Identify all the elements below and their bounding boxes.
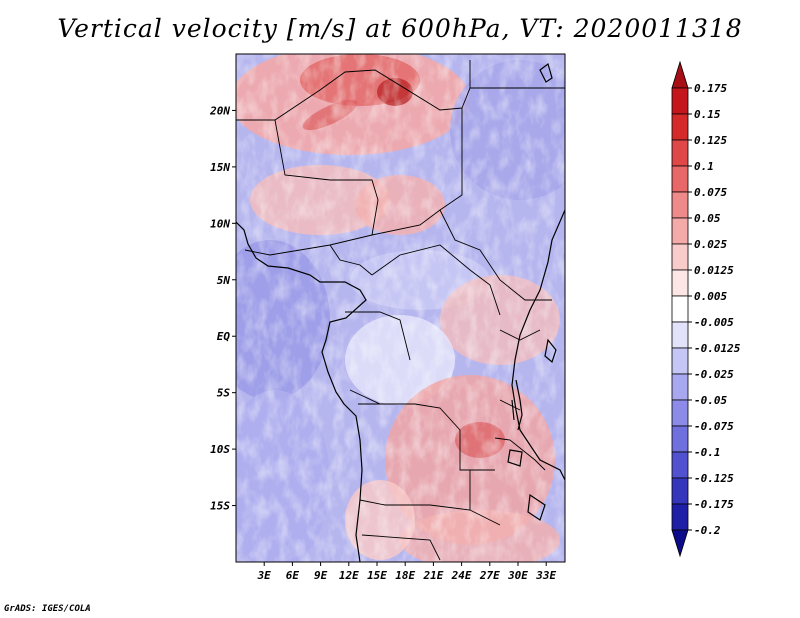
lon-label: 24E xyxy=(451,569,472,582)
colorbar-swatch xyxy=(671,295,689,323)
lon-label: 3E xyxy=(257,569,272,582)
colorbar-label: 0.125 xyxy=(694,134,727,147)
lon-label: 9E xyxy=(314,569,328,582)
colorbar: 0.175 0.15 0.125 0.1 0.075 0.05 0.025 0.0125 0.0… xyxy=(671,60,741,558)
colorbar-label: -0.005 xyxy=(694,316,734,329)
colorbar-swatch xyxy=(671,191,689,219)
velocity-field xyxy=(236,54,565,562)
longitude-labels: 3E 6E 9E 12E 15E 18E 21E 24E 27E 30E 33E xyxy=(257,562,557,582)
colorbar-swatch xyxy=(671,529,689,558)
colorbar-swatch xyxy=(671,113,689,141)
lon-label: 15E xyxy=(367,569,387,582)
coastlines xyxy=(236,62,565,562)
colorbar-label: 0.175 xyxy=(694,82,727,95)
colorbar-swatch xyxy=(671,243,689,271)
lon-label: 27E xyxy=(479,569,500,582)
colorbar-label: 0.1 xyxy=(694,160,714,173)
colorbar-swatch xyxy=(671,139,689,167)
lat-label: 5N xyxy=(217,274,231,287)
colorbar-swatch xyxy=(671,321,689,349)
colorbar-label: 0.025 xyxy=(694,238,727,251)
lon-label: 21E xyxy=(422,569,443,582)
colorbar-label: 0.005 xyxy=(694,290,727,303)
lat-label: 20N xyxy=(209,104,230,117)
lat-label: 5S xyxy=(217,387,231,400)
colorbar-label: 0.15 xyxy=(694,108,721,121)
lat-label: 15S xyxy=(210,500,230,513)
lat-label: EQ xyxy=(217,330,231,343)
map-title: Vertical velocity [m/s] at 600hPa, VT: 2… xyxy=(57,14,743,43)
colorbar-swatch xyxy=(671,165,689,193)
lon-label: 18E xyxy=(395,569,415,582)
colorbar-swatch xyxy=(671,217,689,245)
colorbar-swatch xyxy=(671,347,689,375)
colorbar-swatch xyxy=(671,425,689,453)
colorbar-swatch xyxy=(671,503,689,531)
lon-label: 12E xyxy=(339,569,359,582)
colorbar-swatch xyxy=(671,60,689,89)
colorbar-label: -0.075 xyxy=(694,420,734,433)
colorbar-swatch xyxy=(671,399,689,427)
colorbar-swatch xyxy=(671,373,689,401)
map-frame xyxy=(235,53,566,563)
lat-label: 10N xyxy=(210,217,230,230)
colorbar-label: -0.1 xyxy=(694,446,721,459)
colorbar-swatch xyxy=(671,87,689,115)
grads-credit: GrADS: IGES/COLA xyxy=(4,604,91,614)
colorbar-label: 0.075 xyxy=(694,186,727,199)
country-borders xyxy=(236,60,565,561)
lon-label: 6E xyxy=(286,569,300,582)
colorbar-swatch xyxy=(671,451,689,479)
lon-label: 33E xyxy=(535,569,556,582)
colorbar-label: -0.125 xyxy=(694,472,734,485)
lon-label: 30E xyxy=(507,569,528,582)
colorbar-swatch xyxy=(671,269,689,297)
colorbar-label: -0.2 xyxy=(694,524,721,537)
colorbar-label: -0.175 xyxy=(694,498,734,511)
lat-label: 10S xyxy=(210,443,230,456)
colorbar-label: 0.05 xyxy=(694,212,721,225)
colorbar-label: -0.025 xyxy=(694,368,734,381)
colorbar-label: -0.0125 xyxy=(694,342,741,355)
latitude-labels: 20N 15N 10N 5N EQ 5S 10S 15S xyxy=(209,104,236,513)
lat-label: 15N xyxy=(210,161,230,174)
colorbar-swatch xyxy=(671,477,689,505)
colorbar-label: 0.0125 xyxy=(694,264,734,277)
colorbar-label: -0.05 xyxy=(694,394,727,407)
